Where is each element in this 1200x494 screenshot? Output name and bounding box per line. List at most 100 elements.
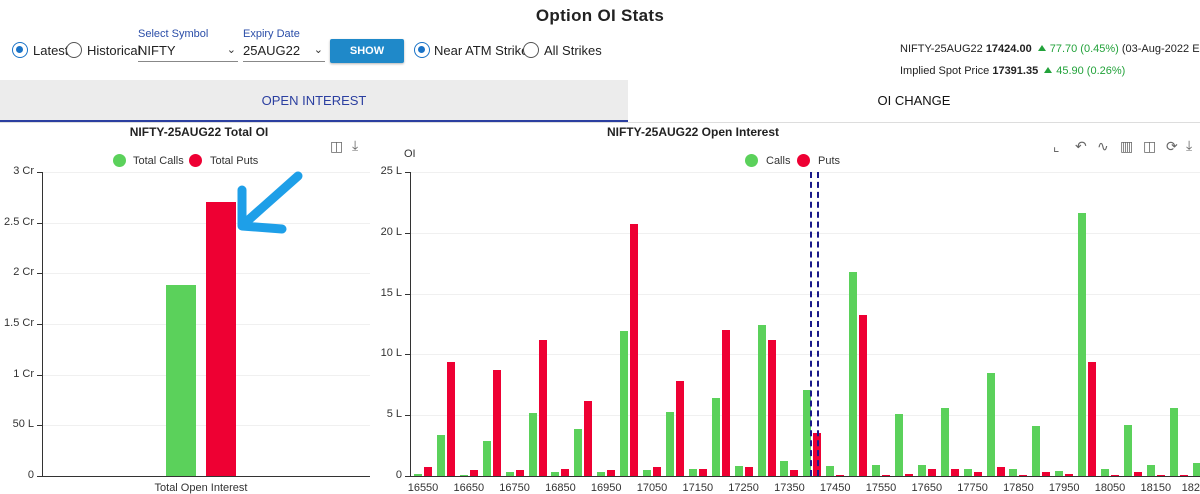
latest-radio[interactable] — [12, 42, 28, 58]
calls-bar — [528, 412, 537, 476]
puts-bar — [492, 370, 501, 476]
y-tick-label: 1 Cr — [13, 367, 34, 380]
quote-change: 77.70 (0.45%) — [1049, 43, 1119, 55]
puts-bar — [561, 468, 570, 476]
x-tick-label: 17350 — [774, 482, 805, 494]
expiry-select[interactable]: 25AUG22 ⌄ — [243, 40, 325, 62]
x-tick-label: 17850 — [1003, 482, 1034, 494]
near-atm-label: Near ATM Strikes — [434, 43, 535, 58]
calls-bar — [757, 325, 766, 476]
puts-bar — [1019, 474, 1028, 476]
legend-puts-dot[interactable] — [797, 154, 810, 167]
atm-strike-line — [816, 172, 819, 476]
x-tick-label: 16650 — [453, 482, 485, 494]
annotation-arrow — [237, 171, 303, 234]
up-arrow-icon — [1044, 67, 1053, 73]
all-strikes-label: All Strikes — [544, 43, 602, 58]
legend-puts: Puts — [818, 155, 841, 167]
near-atm-radio[interactable] — [414, 42, 430, 58]
puts-bar — [1111, 475, 1119, 477]
expiry-value: 25AUG22 — [243, 43, 301, 58]
puts-bar — [446, 361, 455, 476]
tab-oi-change[interactable]: OI CHANGE — [628, 80, 1200, 122]
x-tick-label: 17750 — [957, 482, 988, 494]
download-icon[interactable]: ⤓ — [352, 137, 359, 153]
x-tick-label: 1825 — [1181, 482, 1200, 494]
puts-bar — [1042, 472, 1051, 476]
up-arrow-icon — [1037, 45, 1046, 51]
x-tick-label: 16550 — [407, 482, 439, 494]
legend-total-calls-dot[interactable] — [113, 154, 126, 167]
puts-bar — [744, 467, 753, 476]
symbol-select[interactable]: NIFTY ⌄ — [138, 40, 238, 62]
y-tick — [37, 425, 42, 427]
y-tick-label: 50 L — [12, 418, 34, 431]
tab-bar: OPEN INTEREST OI CHANGE — [0, 80, 1200, 122]
page-title: Option OI Stats — [535, 6, 665, 25]
chevron-down-icon: ⌄ — [313, 44, 323, 56]
puts-bar — [675, 381, 684, 476]
bar-chart-icon[interactable]: ▥ — [1120, 138, 1134, 154]
symbol-caption: Select Symbol — [138, 28, 209, 40]
calls-bar — [917, 465, 926, 476]
calls-bar — [1169, 407, 1178, 476]
y-tick-label: 0 — [27, 469, 34, 481]
calls-bar — [780, 461, 789, 476]
x-tick-label: 17450 — [819, 482, 851, 494]
puts-bar — [1179, 474, 1188, 476]
puts-bar — [927, 468, 936, 476]
all-strikes-radio[interactable] — [523, 42, 539, 58]
x-axis — [42, 476, 370, 477]
calls-bar — [734, 466, 743, 476]
puts-bar — [469, 469, 478, 476]
total-calls-bar — [166, 285, 196, 476]
x-tick-label: 16850 — [545, 482, 576, 494]
puts-bar — [721, 330, 730, 476]
puts-bar — [630, 224, 639, 476]
y-tick-label: 1.5 Cr — [4, 317, 34, 329]
legend-total-puts-dot[interactable] — [189, 154, 202, 167]
puts-bar — [790, 469, 799, 476]
gridline — [410, 232, 1200, 234]
puts-bar — [607, 469, 616, 476]
y-tick — [405, 415, 410, 417]
calls-bar — [1055, 471, 1064, 476]
zoom-reset-icon[interactable]: ↶ — [1075, 138, 1087, 154]
calls-bar — [505, 472, 514, 476]
expiry-caption: Expiry Date — [243, 28, 300, 40]
y-tick-label: 5 L — [386, 408, 402, 421]
x-tick-label: Total Open Interest — [154, 482, 248, 494]
refresh-icon[interactable]: ⟳ — [1166, 138, 1178, 154]
gridline — [410, 172, 1200, 173]
implied-price: 17391.35 — [992, 65, 1039, 77]
layers-icon[interactable]: ◫ — [1143, 138, 1157, 154]
historical-radio[interactable] — [66, 42, 82, 58]
layers-icon[interactable]: ◫ — [330, 138, 344, 154]
calls-bar — [688, 468, 697, 476]
calls-bar — [803, 389, 812, 476]
download-icon[interactable]: ⤓ — [1186, 137, 1193, 153]
y-tick — [405, 354, 410, 356]
puts-bar — [882, 474, 890, 476]
puts-bar — [950, 468, 959, 476]
calls-bar — [1192, 462, 1200, 476]
puts-bar — [859, 315, 868, 476]
symbol-value: NIFTY — [138, 43, 176, 58]
total-puts-bar — [206, 202, 236, 476]
tab-open-interest[interactable]: OPEN INTEREST — [0, 80, 628, 122]
legend-total-calls: Total Calls — [133, 155, 184, 167]
puts-bar — [653, 467, 661, 476]
calls-bar — [436, 434, 445, 476]
atm-strike-line — [810, 172, 812, 476]
gridline — [42, 172, 370, 173]
calls-bar — [643, 469, 651, 476]
legend-calls-dot[interactable] — [745, 154, 758, 167]
show-chart-button[interactable]: SHOW CHART — [330, 39, 404, 81]
calls-bar — [459, 474, 468, 476]
y-tick — [37, 324, 42, 325]
line-chart-icon[interactable]: ∿ — [1097, 138, 1109, 154]
calls-bar — [826, 466, 835, 476]
crop-icon[interactable]: ⌞ — [1053, 138, 1060, 154]
x-tick-label: 18150 — [1140, 482, 1172, 494]
x-tick-label: 16750 — [499, 482, 530, 494]
